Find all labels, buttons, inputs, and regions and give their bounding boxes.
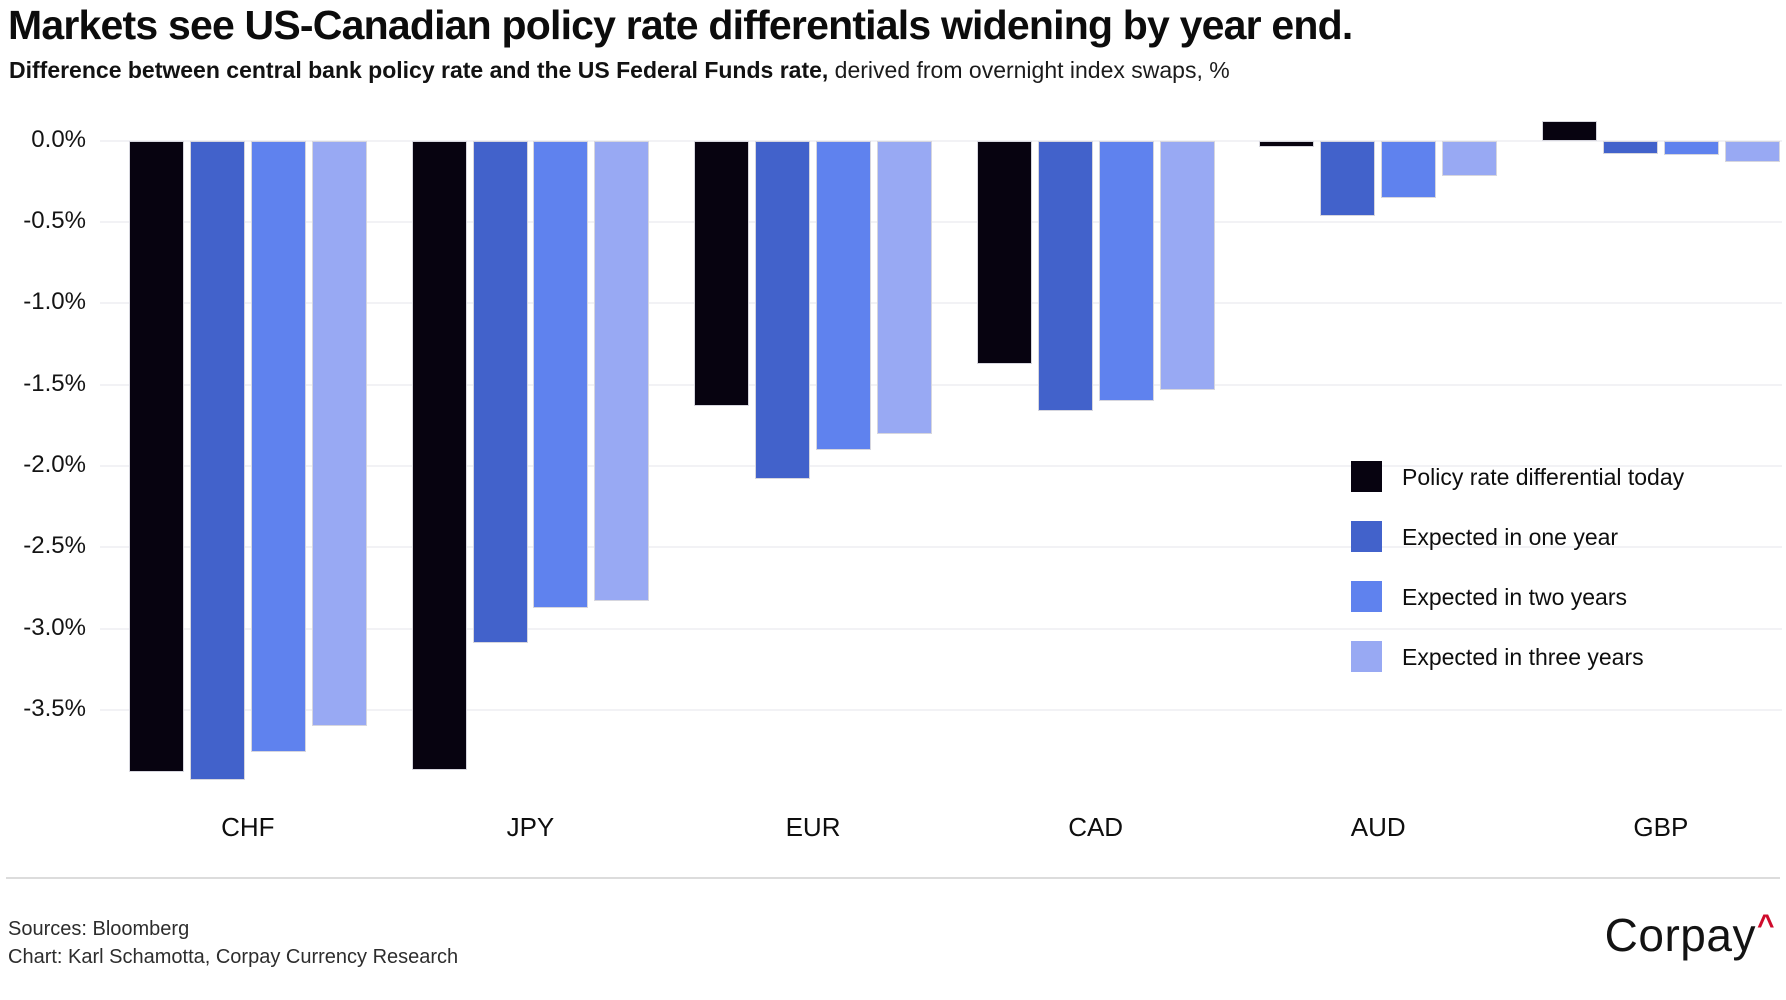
bar-jpy-expected-in-one-year — [472, 140, 528, 644]
legend-swatch-expected-in-two-years — [1351, 581, 1382, 612]
bar-chf-policy-rate-differential-today — [129, 140, 184, 772]
ytick-1-5: -1.5% — [23, 369, 86, 397]
legend-item-expected-in-three-years: Expected in three years — [1351, 641, 1781, 675]
bar-eur-policy-rate-differential-today — [694, 140, 750, 406]
legend-swatch-policy-rate-differential-today — [1351, 461, 1382, 492]
gridline-0-0 — [100, 139, 1782, 142]
bar-chf-expected-in-one-year — [189, 140, 245, 781]
bar-gbp-policy-rate-differential-today — [1542, 121, 1597, 141]
subtitle-regular-part: derived from overnight index swaps, % — [828, 57, 1230, 83]
bar-gbp-expected-in-two-years — [1663, 140, 1719, 156]
legend-label-expected-in-two-years: Expected in two years — [1402, 584, 1628, 610]
corpay-logo: Corpay^ — [1604, 908, 1775, 962]
bar-chf-expected-in-two-years — [250, 140, 306, 753]
legend-item-expected-in-one-year: Expected in one year — [1351, 521, 1781, 555]
legend-label-expected-in-three-years: Expected in three years — [1402, 644, 1644, 670]
legend-swatch-expected-in-one-year — [1351, 521, 1382, 552]
ytick-0-0: 0.0% — [31, 125, 86, 153]
bar-eur-expected-in-three-years — [876, 140, 932, 434]
gridline-1-5 — [100, 383, 1782, 386]
bar-gbp-expected-in-three-years — [1724, 140, 1780, 162]
ytick-2-5: -2.5% — [23, 532, 86, 560]
bar-gbp-expected-in-one-year — [1602, 140, 1658, 154]
subtitle-bold-part: Difference between central bank policy r… — [9, 57, 829, 83]
corpay-caret-icon: ^ — [1756, 909, 1775, 942]
gridline-3-0 — [100, 627, 1782, 630]
chart-title: Markets see US-Canadian policy rate diff… — [8, 2, 1353, 48]
bar-jpy-policy-rate-differential-today — [411, 140, 467, 771]
legend-label-policy-rate-differential-today: Policy rate differential today — [1402, 464, 1685, 490]
bar-cad-expected-in-one-year — [1037, 140, 1093, 411]
xlabel-aud: AUD — [1350, 812, 1406, 842]
chart-credit-note: Chart: Karl Schamotta, Corpay Currency R… — [8, 946, 459, 968]
gridline-3-5 — [100, 709, 1782, 712]
ytick-3-0: -3.0% — [23, 613, 86, 641]
bar-jpy-expected-in-three-years — [594, 140, 650, 602]
legend-swatch-expected-in-three-years — [1351, 641, 1382, 672]
xlabel-chf: CHF — [221, 812, 275, 842]
corpay-logo-text: Corpay — [1604, 909, 1756, 961]
bar-eur-expected-in-one-year — [755, 140, 811, 480]
ytick-2-0: -2.0% — [23, 451, 86, 479]
bar-aud-expected-in-two-years — [1381, 140, 1437, 198]
ytick-3-5: -3.5% — [23, 695, 86, 723]
ytick-0-5: -0.5% — [23, 207, 86, 235]
legend-item-expected-in-two-years: Expected in two years — [1351, 581, 1781, 615]
bar-jpy-expected-in-two-years — [533, 140, 589, 608]
bar-aud-expected-in-one-year — [1320, 140, 1376, 216]
bar-aud-policy-rate-differential-today — [1259, 140, 1315, 148]
xlabel-gbp: GBP — [1633, 812, 1689, 842]
bar-cad-expected-in-two-years — [1098, 140, 1154, 401]
sources-note: Sources: Bloomberg — [8, 918, 190, 940]
gridline-2-5 — [100, 546, 1782, 549]
legend-item-policy-rate-differential-today: Policy rate differential today — [1351, 461, 1781, 495]
bar-chf-expected-in-three-years — [311, 140, 367, 727]
gridline-1-0 — [100, 302, 1782, 305]
gridline-2-0 — [100, 465, 1782, 468]
footer-divider — [6, 877, 1780, 879]
xlabel-jpy: JPY — [506, 812, 555, 842]
gridline-0-5 — [100, 221, 1782, 224]
bar-cad-policy-rate-differential-today — [976, 140, 1032, 364]
chart-subtitle: Difference between central bank policy r… — [9, 57, 1230, 84]
bar-aud-expected-in-three-years — [1442, 140, 1498, 177]
bar-eur-expected-in-two-years — [816, 140, 871, 450]
ytick-1-0: -1.0% — [23, 288, 86, 316]
legend-label-expected-in-one-year: Expected in one year — [1402, 524, 1619, 550]
xlabel-eur: EUR — [785, 812, 841, 842]
bar-cad-expected-in-three-years — [1159, 140, 1215, 390]
xlabel-cad: CAD — [1068, 812, 1124, 842]
